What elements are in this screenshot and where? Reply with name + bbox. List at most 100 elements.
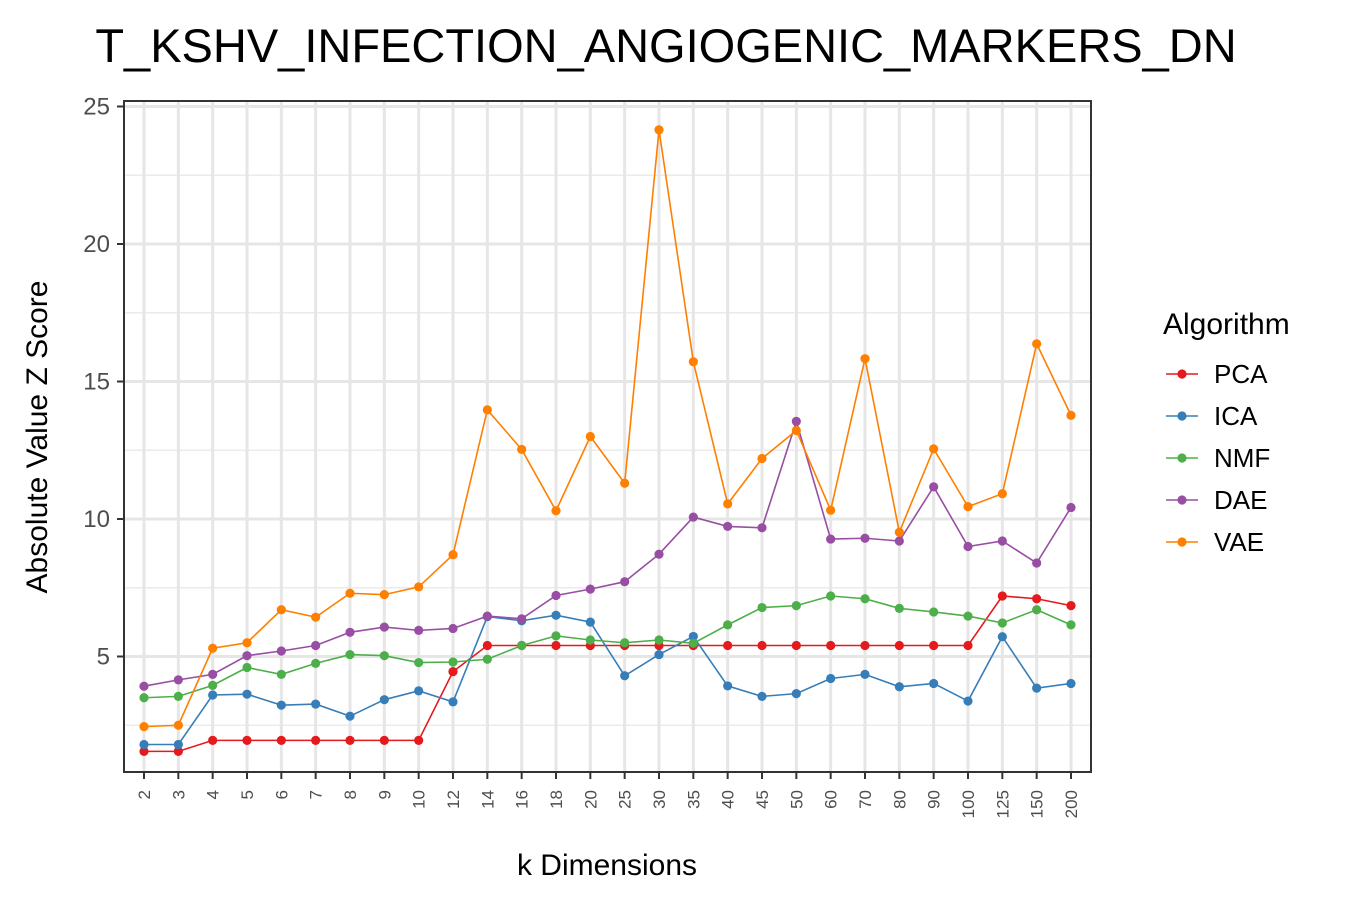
data-point-vae xyxy=(654,125,664,135)
series-line-vae xyxy=(143,129,1072,728)
x-tick-label: 18 xyxy=(547,790,566,809)
data-point-nmf xyxy=(963,611,973,621)
data-point-dae xyxy=(791,416,801,426)
x-tick-label: 60 xyxy=(822,790,841,809)
data-point-ica xyxy=(997,632,1007,642)
data-point-pca xyxy=(929,640,939,651)
x-tick-label: 25 xyxy=(616,790,635,809)
data-point-vae xyxy=(620,478,630,488)
data-point-ica xyxy=(1066,678,1076,689)
data-point-nmf xyxy=(414,657,424,668)
data-point-nmf xyxy=(791,601,801,611)
data-point-nmf xyxy=(826,591,836,601)
x-tick-label: 45 xyxy=(753,790,772,809)
data-point-dae xyxy=(723,521,733,532)
chart-title: T_KSHV_INFECTION_ANGIOGENIC_MARKERS_DN xyxy=(95,19,1236,72)
data-point-pca xyxy=(173,746,183,756)
x-tick-label: 20 xyxy=(581,790,600,809)
x-tick-label: 35 xyxy=(684,790,703,809)
series-line-dae xyxy=(143,418,1072,687)
data-point-ica xyxy=(311,699,321,709)
series-points xyxy=(139,125,1076,756)
x-tick-label: 16 xyxy=(513,790,532,809)
data-point-vae xyxy=(379,590,389,600)
data-point-dae xyxy=(654,549,664,559)
data-point-nmf xyxy=(517,640,527,651)
data-point-pca xyxy=(826,640,836,651)
x-tick-label: 9 xyxy=(375,790,394,799)
data-point-ica xyxy=(826,673,836,684)
data-point-ica xyxy=(723,681,733,691)
data-point-pca xyxy=(414,735,424,745)
data-point-dae xyxy=(757,523,767,533)
data-point-vae xyxy=(894,527,904,537)
data-point-dae xyxy=(1032,558,1042,568)
data-point-pca xyxy=(860,640,870,651)
data-point-dae xyxy=(345,627,355,637)
x-tick-label: 80 xyxy=(890,790,909,809)
data-point-pca xyxy=(1066,601,1076,611)
data-point-nmf xyxy=(894,603,904,613)
data-point-vae xyxy=(414,582,424,592)
x-tick-label: 100 xyxy=(959,790,978,818)
x-tick-label: 14 xyxy=(478,790,497,809)
x-tick-label: 6 xyxy=(272,790,291,799)
data-point-dae xyxy=(414,625,424,635)
data-point-vae xyxy=(517,444,527,455)
data-point-nmf xyxy=(929,607,939,617)
data-point-vae xyxy=(1066,410,1076,420)
x-tick-label: 2 xyxy=(135,790,154,799)
data-point-dae xyxy=(585,584,595,594)
legend-label-nmf: NMF xyxy=(1214,443,1270,473)
data-point-ica xyxy=(276,700,286,710)
data-point-ica xyxy=(791,689,801,699)
data-point-ica xyxy=(688,631,698,642)
data-point-vae xyxy=(345,588,355,598)
y-tick-label: 20 xyxy=(83,231,110,258)
data-point-dae xyxy=(963,541,973,552)
data-point-vae xyxy=(1032,339,1042,349)
x-tick-label: 125 xyxy=(993,790,1012,818)
data-point-ica xyxy=(585,617,595,627)
x-tick-label: 70 xyxy=(856,790,875,809)
data-point-ica xyxy=(894,682,904,692)
data-point-nmf xyxy=(311,658,321,668)
series-line-pca xyxy=(144,595,1072,753)
legend-key-point-nmf xyxy=(1177,453,1187,463)
data-point-vae xyxy=(757,453,767,464)
data-point-ica xyxy=(654,649,664,660)
data-point-dae xyxy=(379,622,389,632)
data-point-vae xyxy=(997,489,1007,499)
data-point-pca xyxy=(757,640,767,651)
x-tick-label: 3 xyxy=(169,790,188,799)
legend-label-vae: VAE xyxy=(1214,527,1264,557)
data-point-pca xyxy=(551,640,561,651)
legend-title: Algorithm xyxy=(1163,308,1290,341)
data-point-dae xyxy=(997,536,1007,546)
data-point-nmf xyxy=(1066,620,1076,630)
x-tick-label: 4 xyxy=(204,790,223,799)
y-tick-label: 15 xyxy=(83,369,110,396)
data-point-dae xyxy=(173,675,183,685)
data-point-pca xyxy=(963,640,973,651)
data-point-ica xyxy=(173,739,183,750)
data-point-ica xyxy=(139,739,149,750)
x-tick-label: 12 xyxy=(444,790,463,809)
data-point-pca xyxy=(482,640,492,651)
x-tick-label: 10 xyxy=(410,790,429,809)
data-point-nmf xyxy=(688,638,698,648)
legend-label-pca: PCA xyxy=(1214,359,1268,389)
series-line-nmf xyxy=(143,595,1072,699)
legend: Algorithm PCA ICA NMF DAE VAE xyxy=(1163,308,1290,557)
x-axis-title: k Dimensions xyxy=(517,849,697,882)
data-point-nmf xyxy=(139,693,149,703)
data-point-ica xyxy=(379,695,389,705)
data-point-dae xyxy=(482,611,492,621)
data-point-ica xyxy=(860,669,870,679)
data-point-vae xyxy=(242,638,252,648)
data-point-pca xyxy=(791,640,801,651)
data-point-nmf xyxy=(379,651,389,661)
data-point-nmf xyxy=(276,669,286,679)
